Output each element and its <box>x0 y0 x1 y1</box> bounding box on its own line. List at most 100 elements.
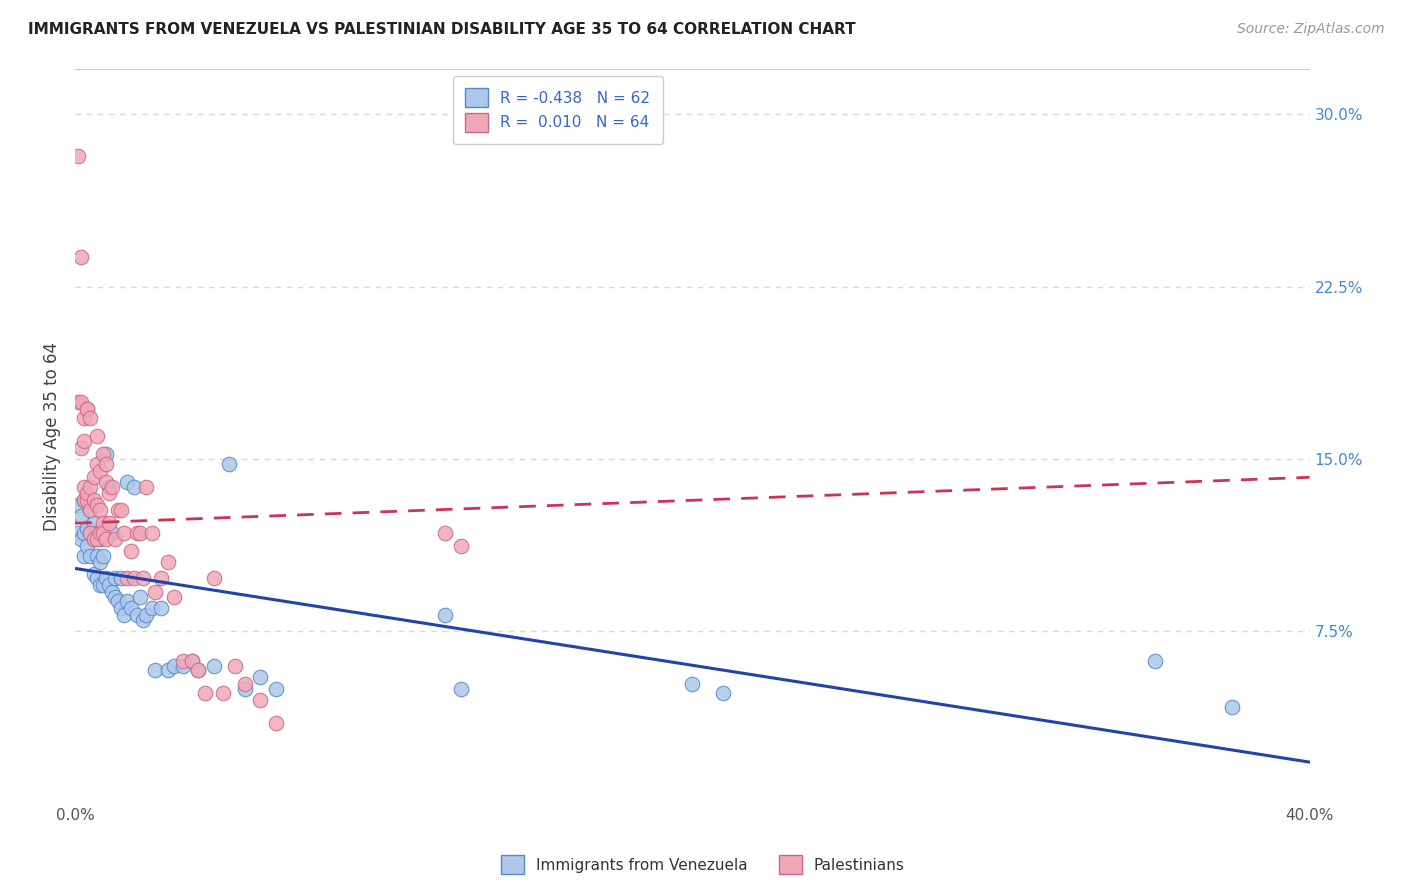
Point <box>163 590 186 604</box>
Legend: R = -0.438   N = 62, R =  0.010   N = 64: R = -0.438 N = 62, R = 0.010 N = 64 <box>453 76 662 144</box>
Point <box>73 525 96 540</box>
Legend: Immigrants from Venezuela, Palestinians: Immigrants from Venezuela, Palestinians <box>495 849 911 880</box>
Point <box>249 693 271 707</box>
Point <box>141 601 163 615</box>
Point <box>264 716 287 731</box>
Point <box>101 480 124 494</box>
Point <box>67 525 90 540</box>
Point <box>172 658 194 673</box>
Point <box>89 533 111 547</box>
Point <box>76 493 98 508</box>
Point <box>104 590 127 604</box>
Point <box>187 664 209 678</box>
Point <box>122 572 145 586</box>
Point <box>104 533 127 547</box>
Point <box>86 525 108 540</box>
Point <box>181 654 204 668</box>
Point <box>202 658 225 673</box>
Point <box>76 401 98 416</box>
Point <box>91 549 114 563</box>
Point <box>83 516 105 531</box>
Point <box>249 670 271 684</box>
Point <box>73 549 96 563</box>
Point <box>434 525 457 540</box>
Point <box>97 486 120 500</box>
Point <box>117 594 139 608</box>
Point <box>76 401 98 416</box>
Point <box>70 533 93 547</box>
Point <box>97 480 120 494</box>
Point <box>132 572 155 586</box>
Point <box>86 429 108 443</box>
Point <box>79 525 101 540</box>
Point <box>94 475 117 489</box>
Point <box>450 539 472 553</box>
Point <box>94 457 117 471</box>
Point <box>112 525 135 540</box>
Point <box>117 572 139 586</box>
Point <box>97 578 120 592</box>
Point <box>70 441 93 455</box>
Point <box>91 525 114 540</box>
Point <box>1222 700 1244 714</box>
Point <box>132 613 155 627</box>
Point <box>110 572 132 586</box>
Point <box>91 516 114 531</box>
Point <box>143 664 166 678</box>
Point <box>89 502 111 516</box>
Point <box>135 608 157 623</box>
Point <box>73 493 96 508</box>
Point <box>76 539 98 553</box>
Point <box>89 525 111 540</box>
Point <box>86 549 108 563</box>
Point <box>150 601 173 615</box>
Point <box>120 544 142 558</box>
Point <box>79 502 101 516</box>
Point <box>181 654 204 668</box>
Point <box>97 516 120 531</box>
Text: IMMIGRANTS FROM VENEZUELA VS PALESTINIAN DISABILITY AGE 35 TO 64 CORRELATION CHA: IMMIGRANTS FROM VENEZUELA VS PALESTINIAN… <box>28 22 856 37</box>
Point <box>83 493 105 508</box>
Point <box>83 566 105 581</box>
Point <box>79 480 101 494</box>
Point <box>91 578 114 592</box>
Point <box>76 486 98 500</box>
Point <box>125 608 148 623</box>
Point <box>112 608 135 623</box>
Point <box>125 525 148 540</box>
Point <box>89 578 111 592</box>
Point <box>711 686 734 700</box>
Point <box>194 686 217 700</box>
Point <box>79 525 101 540</box>
Point <box>73 493 96 508</box>
Point <box>67 149 90 163</box>
Point <box>233 681 256 696</box>
Point <box>86 498 108 512</box>
Point <box>107 502 129 516</box>
Point <box>128 590 150 604</box>
Point <box>83 533 105 547</box>
Point <box>156 664 179 678</box>
Point <box>70 509 93 524</box>
Point <box>434 608 457 623</box>
Point <box>79 410 101 425</box>
Point <box>120 601 142 615</box>
Point <box>104 572 127 586</box>
Point <box>450 681 472 696</box>
Point <box>73 410 96 425</box>
Point <box>117 475 139 489</box>
Point <box>122 480 145 494</box>
Point <box>150 572 173 586</box>
Point <box>67 498 90 512</box>
Point <box>70 394 93 409</box>
Point <box>128 525 150 540</box>
Point <box>94 572 117 586</box>
Point <box>101 585 124 599</box>
Point <box>202 572 225 586</box>
Point <box>89 463 111 477</box>
Point <box>156 556 179 570</box>
Point <box>681 677 703 691</box>
Point <box>94 533 117 547</box>
Text: Source: ZipAtlas.com: Source: ZipAtlas.com <box>1237 22 1385 37</box>
Point <box>79 549 101 563</box>
